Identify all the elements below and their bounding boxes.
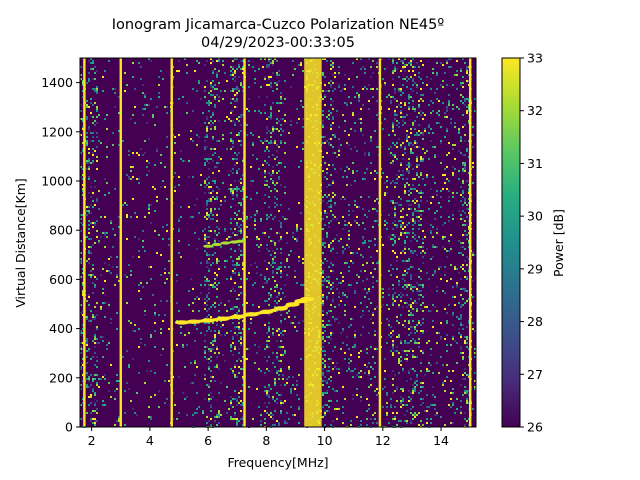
y-tick-label: 1000 — [41, 174, 73, 189]
colorbar-tick-label: 31 — [527, 156, 543, 171]
interference-line — [243, 58, 246, 427]
y-tick-label: 1200 — [41, 124, 73, 139]
y-tick-label: 1400 — [41, 75, 73, 90]
colorbar-tick-label: 26 — [527, 420, 543, 435]
echo-trace — [174, 296, 315, 325]
chart-title: Ionogram Jicamarca-Cuzco Polarization NE… — [111, 17, 445, 33]
interference-line — [378, 58, 382, 427]
interference-line — [83, 58, 86, 427]
trace-point — [220, 241, 231, 245]
x-axis-label: Frequency[MHz] — [227, 455, 328, 470]
interference-line — [170, 58, 173, 427]
x-tick-label: 14 — [433, 433, 449, 448]
trace-point — [211, 242, 222, 247]
plot-area — [80, 58, 476, 428]
x-tick-label: 4 — [146, 433, 154, 448]
x-tick-label: 10 — [317, 433, 333, 448]
colorbar-tick-label: 27 — [527, 367, 543, 382]
colorbar-label: Power [dB] — [551, 209, 566, 277]
plot-frame — [79, 57, 477, 428]
colorbar-tick-label: 33 — [527, 51, 543, 66]
colorbar-tick-label: 32 — [527, 103, 543, 118]
colorbar-gradient — [501, 57, 521, 428]
x-tick-label: 12 — [375, 433, 391, 448]
trace-point — [300, 296, 315, 302]
trace-point — [203, 244, 214, 248]
secondary-echo-trace — [203, 239, 246, 248]
y-tick-label: 400 — [49, 321, 73, 336]
colorbar-tick-label: 29 — [527, 261, 543, 276]
y-tick-label: 600 — [49, 272, 73, 287]
y-tick-label: 0 — [65, 420, 73, 435]
colorbar-tick-label: 30 — [527, 209, 543, 224]
interference-line — [119, 58, 122, 427]
y-tick-label: 200 — [49, 370, 73, 385]
x-tick-label: 8 — [262, 433, 270, 448]
colorbar: 26 27 28 29 30 31 32 33 — [501, 51, 543, 435]
x-tick-label: 2 — [88, 433, 96, 448]
y-tick-label: 800 — [49, 223, 73, 238]
chart-subtitle: 04/29/2023-00:33:05 — [201, 35, 355, 51]
colorbar-tick-label: 28 — [527, 314, 543, 329]
y-axis-label: Virtual Distance[Km] — [13, 178, 28, 308]
bright-band — [304, 58, 322, 427]
x-tick-label: 6 — [204, 433, 212, 448]
interference-line — [468, 58, 472, 427]
axes: 2 4 6 8 10 12 14 0 200 400 600 800 1000 1200 1400 — [41, 57, 477, 448]
trace-point — [235, 239, 246, 243]
